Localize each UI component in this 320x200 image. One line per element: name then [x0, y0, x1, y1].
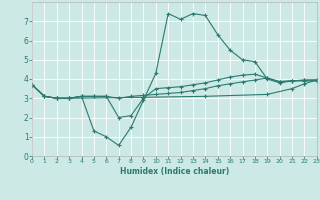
X-axis label: Humidex (Indice chaleur): Humidex (Indice chaleur) — [120, 167, 229, 176]
